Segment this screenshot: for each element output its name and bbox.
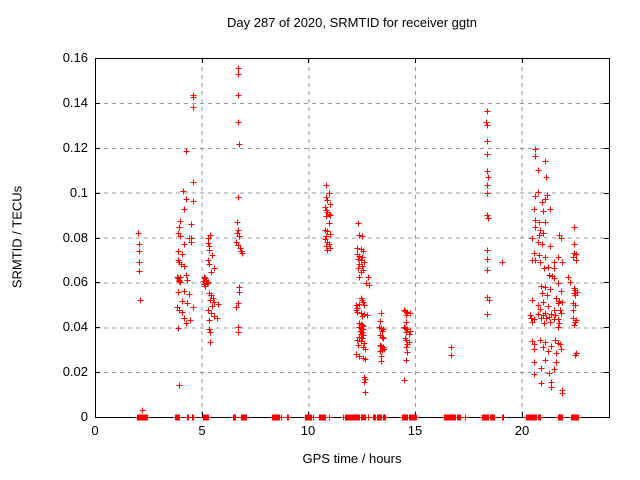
y-tick-label: 0.16: [62, 50, 88, 65]
x-tick-label: 15: [407, 423, 423, 438]
y-tick-label: 0.04: [62, 319, 88, 334]
y-tick-label: 0.12: [62, 140, 88, 155]
data-points: [134, 65, 582, 421]
x-tick-label: 0: [91, 423, 99, 438]
y-tick-label: 0.14: [62, 95, 88, 110]
x-tick-label: 10: [300, 423, 316, 438]
y-tick-label: 0: [80, 409, 88, 424]
x-tick-label: 20: [514, 423, 530, 438]
y-tick-label: 0.02: [62, 364, 88, 379]
x-axis-label: GPS time / hours: [302, 451, 402, 466]
x-tick-label: 5: [198, 423, 206, 438]
chart-title: Day 287 of 2020, SRMTID for receiver ggt…: [226, 15, 477, 30]
y-tick-label: 0.06: [62, 274, 88, 289]
y-tick-label: 0.1: [69, 185, 88, 200]
y-tick-label: 0.08: [62, 230, 88, 245]
